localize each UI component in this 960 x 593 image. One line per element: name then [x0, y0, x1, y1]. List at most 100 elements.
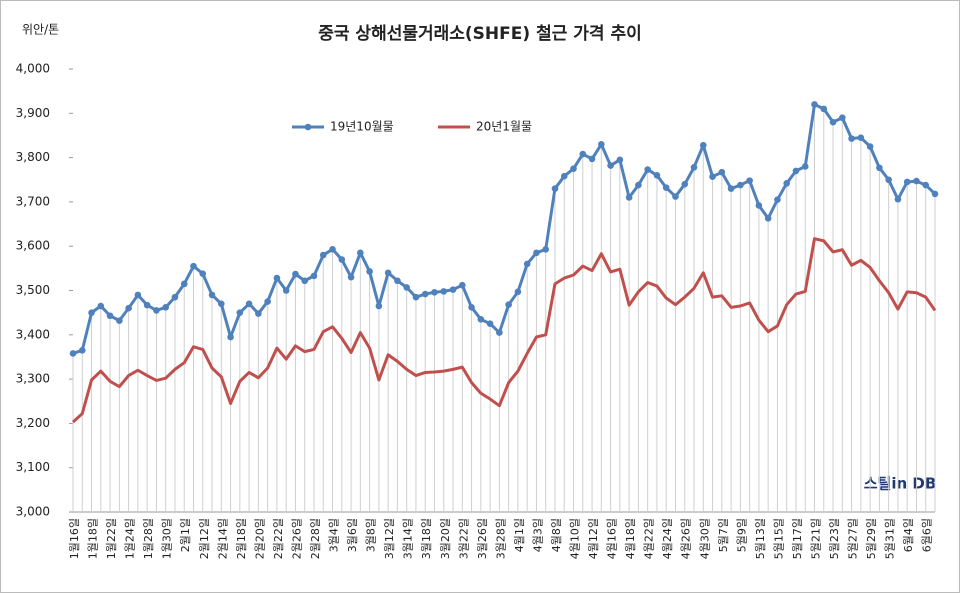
x-tick-label: 3월28일 — [493, 518, 507, 559]
y-tick-label: 3,100 — [16, 460, 50, 474]
point — [913, 177, 920, 185]
point — [792, 167, 800, 175]
point — [218, 300, 225, 308]
point — [662, 184, 670, 192]
point — [338, 256, 346, 263]
x-tick-label: 4월3일 — [530, 518, 544, 552]
point — [458, 281, 466, 289]
y-tick-label: 3,300 — [16, 372, 50, 386]
point — [588, 155, 596, 163]
point — [699, 141, 707, 149]
point — [709, 173, 716, 180]
point — [681, 180, 689, 188]
x-tick-label: 4월30일 — [697, 518, 711, 559]
x-tick-label: 5월15일 — [771, 518, 785, 559]
point — [245, 300, 253, 308]
point — [903, 178, 911, 186]
point — [542, 246, 550, 253]
y-tick-label: 3,000 — [16, 505, 50, 519]
x-tick-label: 1월28일 — [141, 518, 155, 559]
x-tick-label: 4월12일 — [586, 518, 600, 559]
y-tick-label: 3,600 — [16, 239, 50, 253]
point — [106, 312, 114, 320]
point — [125, 304, 132, 312]
x-tick-label: 4월8일 — [549, 518, 563, 552]
point — [607, 162, 614, 169]
point — [366, 268, 373, 275]
point — [171, 293, 179, 301]
legend-label: 19년10월물 — [330, 120, 394, 134]
x-tick-label: 5월31일 — [883, 518, 897, 559]
point — [468, 304, 475, 311]
point — [644, 166, 651, 173]
x-tick-label: 3월14일 — [401, 518, 415, 559]
x-tick-label: 5월13일 — [753, 518, 767, 559]
point — [848, 135, 855, 142]
point — [653, 172, 661, 179]
point — [672, 193, 679, 200]
point — [560, 172, 568, 180]
x-tick-label: 3월4일 — [327, 518, 341, 552]
x-tick-label: 2월22일 — [271, 518, 285, 559]
x-tick-label: 2월26일 — [289, 518, 303, 559]
point — [190, 262, 197, 270]
x-tick-label: 5월17일 — [790, 518, 804, 559]
x-tick-label: 3월20일 — [438, 518, 452, 559]
x-tick-label: 5월23일 — [827, 518, 841, 559]
point — [477, 315, 485, 323]
x-tick-label: 2월28일 — [308, 518, 322, 559]
point — [533, 249, 540, 257]
point — [273, 274, 281, 282]
point — [394, 277, 401, 285]
point — [347, 273, 355, 281]
point — [134, 291, 142, 299]
point — [774, 196, 781, 203]
point — [579, 150, 587, 158]
point — [319, 251, 327, 259]
point — [801, 163, 809, 170]
point — [764, 214, 772, 222]
point — [718, 168, 726, 176]
chart-title: 중국 상해선물거래소(SHFE) 철근 가격 추이 — [318, 24, 642, 44]
x-tick-label: 6월4일 — [901, 518, 915, 552]
point — [310, 272, 318, 280]
point — [635, 181, 642, 189]
x-tick-label: 6월6일 — [920, 518, 934, 552]
point — [78, 347, 86, 354]
x-tick-label: 4월26일 — [679, 518, 693, 559]
x-tick-label: 1월30일 — [160, 518, 174, 559]
point — [486, 320, 494, 328]
point — [162, 304, 169, 311]
y-tick-label: 3,200 — [16, 416, 50, 430]
y-tick-label: 3,900 — [16, 106, 50, 120]
point — [811, 101, 818, 108]
point — [449, 286, 457, 293]
point — [839, 114, 846, 122]
x-tick-label: 4월18일 — [623, 518, 637, 559]
x-tick-label: 5월29일 — [864, 518, 878, 559]
point — [431, 288, 438, 296]
point — [255, 310, 262, 317]
y-tick-label: 3,400 — [16, 327, 50, 341]
point — [421, 290, 429, 298]
point — [208, 291, 216, 299]
x-tick-label: 5월9일 — [734, 518, 748, 552]
x-tick-label: 4월16일 — [605, 518, 619, 559]
x-tick-label: 5월21일 — [809, 518, 823, 559]
point — [143, 301, 151, 309]
point — [440, 288, 448, 295]
point — [894, 195, 902, 203]
x-tick-label: 4월22일 — [642, 518, 656, 559]
x-tick-label: 4월10일 — [568, 518, 582, 559]
point — [412, 293, 420, 301]
point — [292, 270, 299, 278]
point — [876, 164, 883, 172]
x-tick-label: 3월22일 — [456, 518, 470, 559]
point — [264, 298, 271, 305]
point — [97, 302, 105, 310]
x-tick-label: 2월1일 — [178, 518, 192, 552]
x-tick-label: 2월20일 — [252, 518, 266, 559]
point — [746, 177, 753, 184]
point — [514, 288, 522, 296]
